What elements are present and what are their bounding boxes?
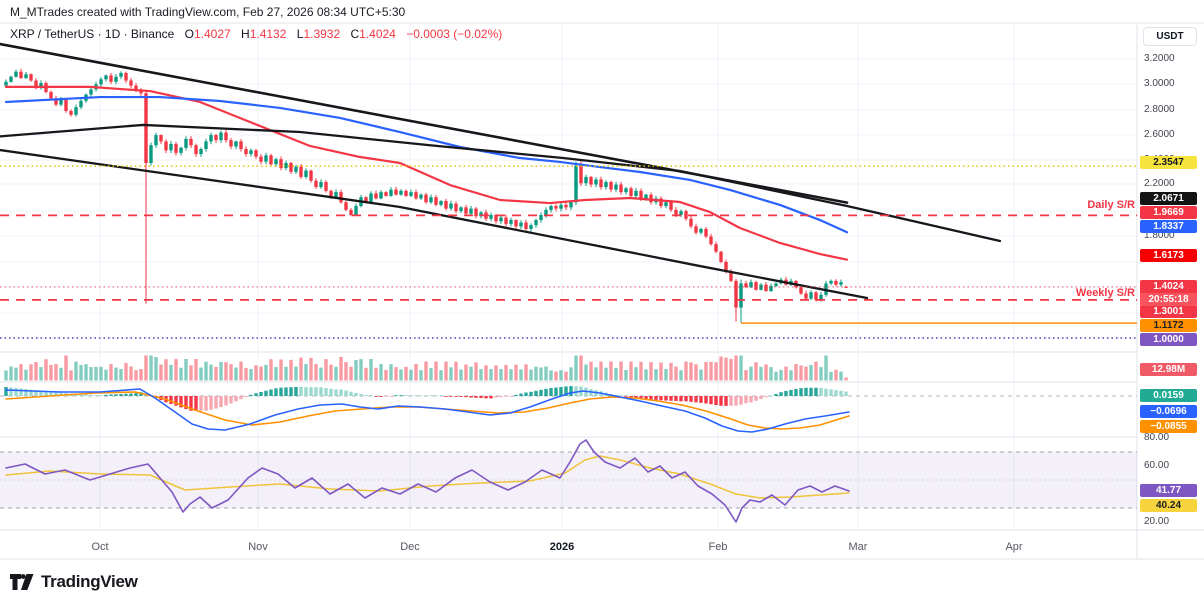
close-label: C (350, 27, 360, 41)
rsi-line (5, 439, 850, 523)
panel-frame (0, 22, 1204, 560)
currency-toggle-button[interactable]: USDT (1143, 27, 1197, 46)
lower-channel-trendline (0, 148, 869, 300)
mid-descending-line (0, 123, 1002, 243)
candlesticks[interactable] (4, 68, 848, 323)
time-axis[interactable] (0, 530, 1204, 559)
daily-sr-text: Daily S/R (1087, 199, 1135, 211)
change-value: −0.0003 (−0.02%) (406, 27, 503, 41)
volume-histogram (4, 355, 848, 381)
weekly-sr-text: Weekly S/R (1075, 287, 1135, 299)
rsi-ma-line (5, 455, 850, 499)
open-value: 1.4027 (193, 27, 231, 41)
tradingview-wordmark: TradingView (41, 572, 138, 591)
close-value: 1.4024 (359, 27, 396, 41)
tradingview-logo[interactable]: TradingView (10, 572, 138, 592)
high-label: H (241, 27, 250, 41)
macd-line (5, 388, 850, 433)
blue-moving-average (4, 95, 849, 234)
red-moving-average (4, 85, 849, 261)
open-label: O (184, 27, 194, 41)
tradingview-logo-icon (10, 574, 34, 590)
export-info-bar: M_MTrades created with TradingView.com, … (10, 5, 406, 19)
low-label: L (296, 27, 304, 41)
price-scale[interactable] (1137, 23, 1204, 530)
symbol-title: XRP / TetherUS · 1D · Binance (10, 27, 175, 41)
rsi-panel (0, 451, 1137, 509)
symbol-legend[interactable]: XRP / TetherUS · 1D · Binance O1.4027 H1… (10, 27, 502, 41)
high-value: 1.4132 (249, 27, 287, 41)
low-value: 1.3932 (303, 27, 341, 41)
macd-signal-line (5, 391, 850, 430)
macd-histogram (4, 386, 848, 411)
